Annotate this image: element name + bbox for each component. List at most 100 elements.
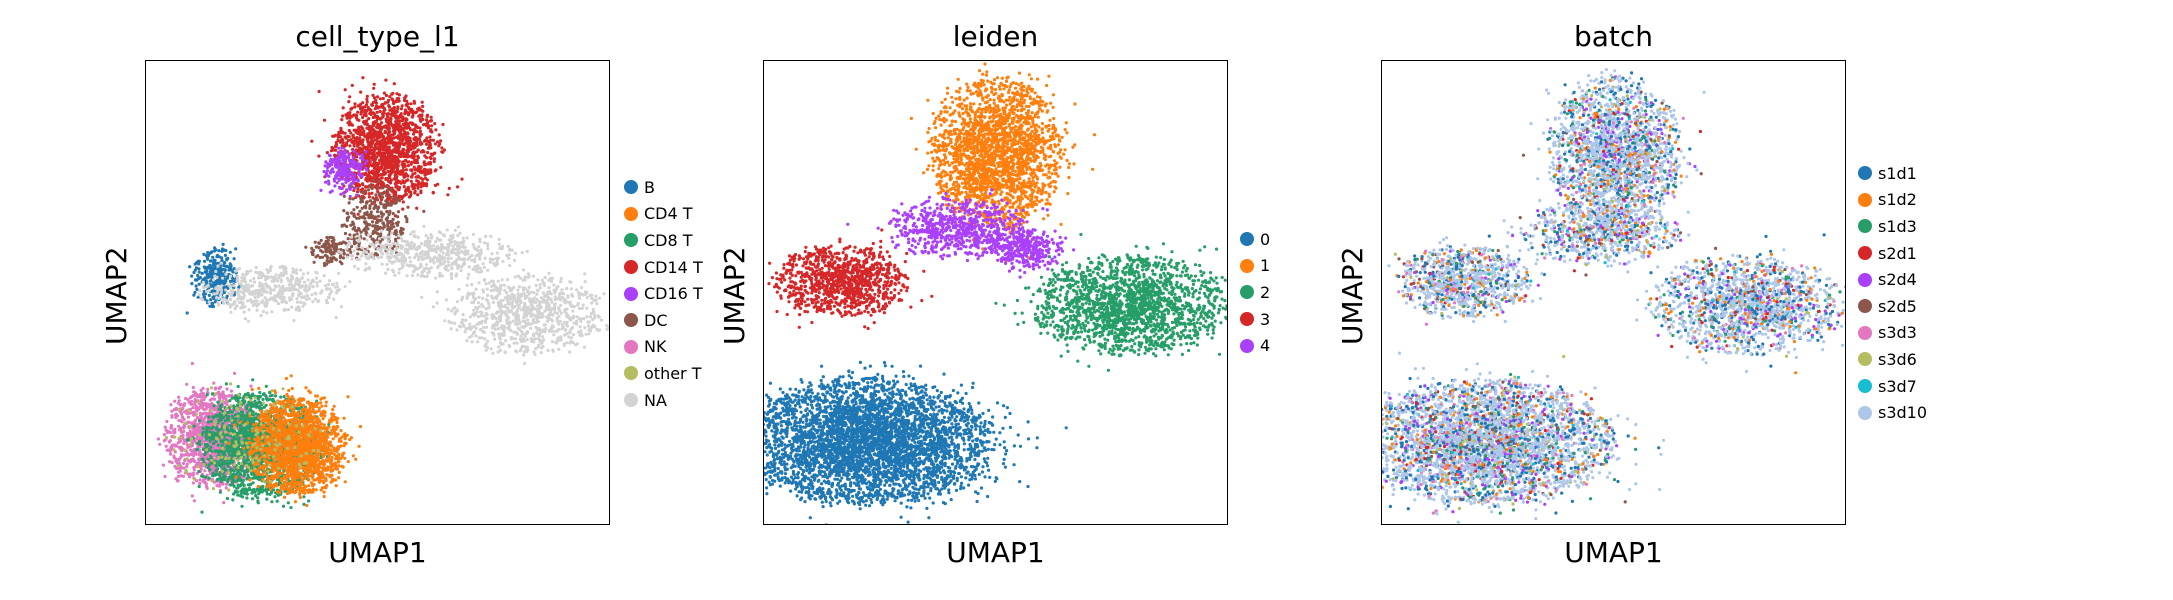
scatter-point <box>385 141 389 145</box>
scatter-point <box>376 152 380 156</box>
scatter-point <box>415 143 419 147</box>
scatter-point <box>346 121 350 125</box>
scatter-point <box>559 338 563 342</box>
scatter-point <box>426 125 430 129</box>
scatter-point <box>393 260 397 264</box>
scatter-point <box>605 324 609 328</box>
scatter-point <box>317 241 321 245</box>
scatter-point <box>526 348 530 352</box>
scatter-point <box>550 340 554 344</box>
scatter-point <box>599 318 603 322</box>
scatter-point <box>416 193 420 197</box>
scatter-point <box>163 425 167 429</box>
scatter-point <box>253 295 257 299</box>
scatter-point <box>281 284 285 288</box>
scatter-point <box>424 142 429 146</box>
scatter-point <box>355 152 359 156</box>
scatter-point <box>236 288 240 292</box>
scatter-point <box>489 288 493 293</box>
scatter-point <box>429 236 433 240</box>
scatter-point <box>280 297 284 301</box>
scatter-point <box>357 171 361 175</box>
scatter-point <box>594 294 598 298</box>
scatter-point <box>420 256 424 260</box>
scatter-point <box>525 288 530 292</box>
scatter-point <box>242 310 246 314</box>
scatter-point <box>587 328 591 332</box>
scatter-point <box>425 241 429 246</box>
scatter-point <box>329 170 333 174</box>
scatter-point <box>373 138 377 142</box>
scatter-point <box>176 401 180 405</box>
scatter-point <box>544 327 548 331</box>
scatter-point <box>269 264 273 268</box>
scatter-point <box>359 230 363 234</box>
scatter-point <box>265 311 269 315</box>
scatter-point <box>551 349 555 353</box>
scatter-point <box>197 293 201 297</box>
scatter-point <box>497 327 501 331</box>
scatter-point <box>492 282 496 286</box>
scatter-point <box>468 315 473 319</box>
scatter-point <box>357 239 361 243</box>
scatter-point <box>402 132 406 136</box>
scatter-point <box>303 302 307 306</box>
scatter-point <box>565 312 569 316</box>
scatter-point <box>358 133 362 137</box>
scatter-point <box>352 149 356 153</box>
scatter-point <box>547 312 552 316</box>
scatter-point <box>188 265 192 269</box>
scatter-point <box>372 82 376 86</box>
scatter-point <box>568 317 572 321</box>
scatter-point <box>500 278 504 282</box>
scatter-point <box>540 278 544 282</box>
scatter-point <box>532 313 536 317</box>
scatter-point <box>360 246 364 250</box>
scatter-point <box>344 173 348 177</box>
scatter-point <box>476 315 481 319</box>
scatter-point <box>246 319 250 323</box>
scatter-point <box>399 181 403 185</box>
scatter-point <box>515 323 519 327</box>
scatter-point <box>264 275 268 279</box>
scatter-point <box>304 284 308 288</box>
scatter-point <box>384 155 388 159</box>
scatter-point <box>194 284 198 288</box>
scatter-point <box>376 256 380 260</box>
scatter-point <box>216 289 220 293</box>
scatter-point <box>380 132 384 136</box>
scatter-point <box>179 454 183 458</box>
scatter-point <box>519 347 523 351</box>
scatter-point <box>578 292 582 296</box>
scatter-point <box>208 398 212 402</box>
scatter-point <box>382 244 386 248</box>
scatter-point <box>333 162 337 166</box>
scatter-point <box>505 253 509 258</box>
scatter-point <box>239 300 243 305</box>
scatter-point <box>337 288 341 292</box>
scatter-point <box>413 235 417 239</box>
scatter-point <box>290 283 294 287</box>
scatter-point <box>404 192 408 196</box>
scatter-point <box>372 86 376 90</box>
scatter-point <box>477 245 481 249</box>
scatter-point <box>310 280 314 284</box>
scatter-point <box>571 333 576 337</box>
scatter-point <box>343 177 347 181</box>
scatter-point <box>504 339 508 343</box>
scatter-point <box>307 287 311 291</box>
scatter-point <box>431 257 435 261</box>
scatter-point <box>465 236 469 240</box>
scatter-point <box>192 270 196 275</box>
scatter-point <box>170 415 174 419</box>
scatter-point <box>397 153 401 157</box>
scatter-point <box>424 234 428 238</box>
scatter-point <box>416 148 420 152</box>
scatter-point <box>232 301 236 306</box>
scatter-point <box>371 201 375 205</box>
scatter-point <box>511 294 515 298</box>
scatter-point <box>424 263 429 267</box>
scatter-point <box>499 300 503 304</box>
scatter-point <box>587 324 591 328</box>
scatter-point <box>398 230 402 234</box>
